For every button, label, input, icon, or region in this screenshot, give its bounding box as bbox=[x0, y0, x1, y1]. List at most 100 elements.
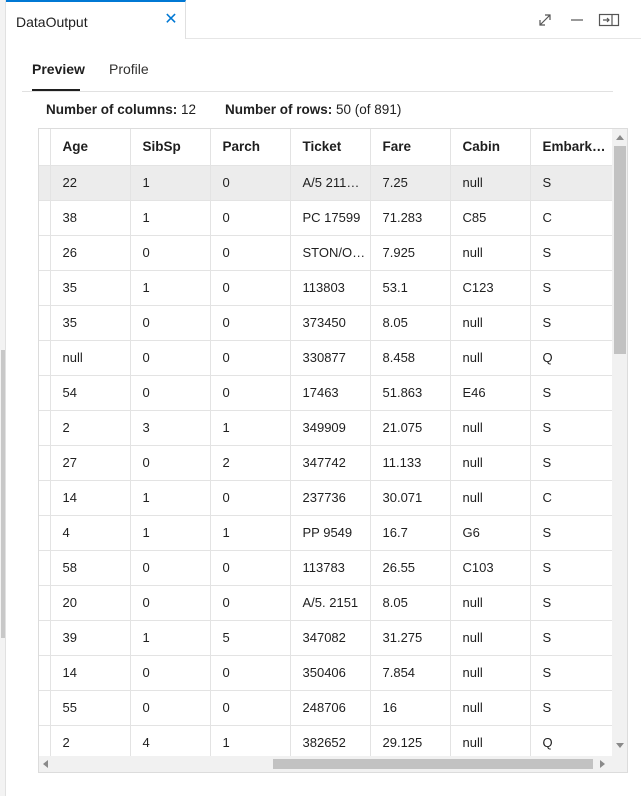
table-cell[interactable]: 347742 bbox=[290, 445, 371, 481]
row-selector[interactable] bbox=[39, 200, 51, 236]
table-row[interactable]: 14 1 0 237736 30.071 null C bbox=[39, 480, 614, 516]
table-cell[interactable]: 16 bbox=[370, 690, 451, 726]
table-cell[interactable]: 0 bbox=[130, 445, 211, 481]
table-cell[interactable]: null bbox=[450, 305, 531, 341]
table-cell[interactable]: 7.25 bbox=[370, 165, 451, 201]
row-selector[interactable] bbox=[39, 725, 51, 761]
row-selector[interactable] bbox=[39, 690, 51, 726]
column-header-cabin[interactable]: Cabin bbox=[450, 129, 531, 166]
table-cell[interactable]: 0 bbox=[210, 200, 291, 236]
table-cell[interactable]: 27 bbox=[50, 445, 131, 481]
table-cell[interactable]: S bbox=[530, 305, 614, 341]
table-cell[interactable]: 373450 bbox=[290, 305, 371, 341]
table-cell[interactable]: Q bbox=[530, 340, 614, 376]
table-cell[interactable]: null bbox=[450, 585, 531, 621]
table-cell[interactable]: 17463 bbox=[290, 375, 371, 411]
table-cell[interactable]: 35 bbox=[50, 305, 131, 341]
expand-icon[interactable] bbox=[536, 12, 554, 28]
table-cell[interactable]: 11.133 bbox=[370, 445, 451, 481]
row-selector[interactable] bbox=[39, 235, 51, 271]
table-cell[interactable]: 54 bbox=[50, 375, 131, 411]
table-cell[interactable]: 0 bbox=[210, 550, 291, 586]
table-row[interactable]: 22 1 0 A/5 211… 7.25 null S bbox=[39, 165, 614, 201]
table-cell[interactable]: 0 bbox=[130, 585, 211, 621]
table-cell[interactable]: 0 bbox=[210, 340, 291, 376]
table-cell[interactable]: PC 17599 bbox=[290, 200, 371, 236]
table-row[interactable]: 20 0 0 A/5. 2151 8.05 null S bbox=[39, 585, 614, 621]
table-cell[interactable]: S bbox=[530, 515, 614, 551]
table-cell[interactable]: G6 bbox=[450, 515, 531, 551]
table-cell[interactable]: 1 bbox=[130, 200, 211, 236]
table-cell[interactable]: 248706 bbox=[290, 690, 371, 726]
table-cell[interactable]: 8.05 bbox=[370, 305, 451, 341]
table-cell[interactable]: 14 bbox=[50, 480, 131, 516]
table-cell[interactable]: 30.071 bbox=[370, 480, 451, 516]
tab-preview[interactable]: Preview bbox=[32, 61, 85, 77]
table-cell[interactable]: null bbox=[450, 235, 531, 271]
table-cell[interactable]: 237736 bbox=[290, 480, 371, 516]
table-cell[interactable]: 0 bbox=[210, 375, 291, 411]
table-cell[interactable]: 347082 bbox=[290, 620, 371, 656]
table-cell[interactable]: S bbox=[530, 655, 614, 691]
tab-dataoutput[interactable]: DataOutput ✕ bbox=[6, 0, 186, 39]
close-tab-icon[interactable]: ✕ bbox=[164, 11, 178, 28]
table-cell[interactable]: null bbox=[50, 340, 131, 376]
table-cell[interactable]: 7.854 bbox=[370, 655, 451, 691]
row-selector[interactable] bbox=[39, 480, 51, 516]
table-cell[interactable]: 26 bbox=[50, 235, 131, 271]
table-cell[interactable]: 330877 bbox=[290, 340, 371, 376]
table-cell[interactable]: 1 bbox=[210, 515, 291, 551]
table-cell[interactable]: 20 bbox=[50, 585, 131, 621]
table-row[interactable]: 14 0 0 350406 7.854 null S bbox=[39, 655, 614, 691]
table-row[interactable]: 38 1 0 PC 17599 71.283 C85 C bbox=[39, 200, 614, 236]
row-selector[interactable] bbox=[39, 340, 51, 376]
vertical-scroll-thumb[interactable] bbox=[614, 146, 626, 354]
table-cell[interactable]: S bbox=[530, 165, 614, 201]
table-cell[interactable]: 71.283 bbox=[370, 200, 451, 236]
table-cell[interactable]: 0 bbox=[130, 690, 211, 726]
table-cell[interactable]: 53.1 bbox=[370, 270, 451, 306]
horizontal-scrollbar[interactable] bbox=[39, 756, 612, 772]
row-selector[interactable] bbox=[39, 375, 51, 411]
column-header-sibsp[interactable]: SibSp bbox=[130, 129, 211, 166]
table-cell[interactable]: 350406 bbox=[290, 655, 371, 691]
table-cell[interactable]: 0 bbox=[130, 375, 211, 411]
row-selector[interactable] bbox=[39, 270, 51, 306]
table-row[interactable]: 54 0 0 17463 51.863 E46 S bbox=[39, 375, 614, 411]
row-selector[interactable] bbox=[39, 305, 51, 341]
table-cell[interactable]: 55 bbox=[50, 690, 131, 726]
table-row[interactable]: 58 0 0 113783 26.55 C103 S bbox=[39, 550, 614, 586]
scroll-down-icon[interactable] bbox=[616, 743, 624, 748]
row-selector[interactable] bbox=[39, 165, 51, 201]
table-cell[interactable]: STON/O… bbox=[290, 235, 371, 271]
table-cell[interactable]: 31.275 bbox=[370, 620, 451, 656]
table-cell[interactable]: 58 bbox=[50, 550, 131, 586]
table-cell[interactable]: A/5. 2151 bbox=[290, 585, 371, 621]
column-header-fare[interactable]: Fare bbox=[370, 129, 451, 166]
table-cell[interactable]: S bbox=[530, 235, 614, 271]
table-cell[interactable]: S bbox=[530, 270, 614, 306]
table-cell[interactable]: 349909 bbox=[290, 410, 371, 446]
table-cell[interactable]: S bbox=[530, 690, 614, 726]
table-cell[interactable]: 1 bbox=[130, 480, 211, 516]
table-cell[interactable]: 0 bbox=[130, 305, 211, 341]
horizontal-scroll-thumb[interactable] bbox=[273, 759, 593, 769]
table-cell[interactable]: 0 bbox=[210, 690, 291, 726]
table-cell[interactable]: C bbox=[530, 200, 614, 236]
table-row[interactable]: 35 0 0 373450 8.05 null S bbox=[39, 305, 614, 341]
table-cell[interactable]: PP 9549 bbox=[290, 515, 371, 551]
table-cell[interactable]: C103 bbox=[450, 550, 531, 586]
scroll-up-icon[interactable] bbox=[616, 135, 624, 140]
row-selector[interactable] bbox=[39, 585, 51, 621]
table-cell[interactable]: null bbox=[450, 340, 531, 376]
table-cell[interactable]: 1 bbox=[210, 725, 291, 761]
table-cell[interactable]: 2 bbox=[210, 445, 291, 481]
table-cell[interactable]: 0 bbox=[130, 340, 211, 376]
table-cell[interactable]: 1 bbox=[210, 410, 291, 446]
table-cell[interactable]: 0 bbox=[130, 655, 211, 691]
table-cell[interactable]: 0 bbox=[210, 270, 291, 306]
row-selector[interactable] bbox=[39, 550, 51, 586]
table-cell[interactable]: 0 bbox=[210, 585, 291, 621]
column-header-embark[interactable]: Embark… bbox=[530, 129, 614, 166]
table-cell[interactable]: 2 bbox=[50, 725, 131, 761]
